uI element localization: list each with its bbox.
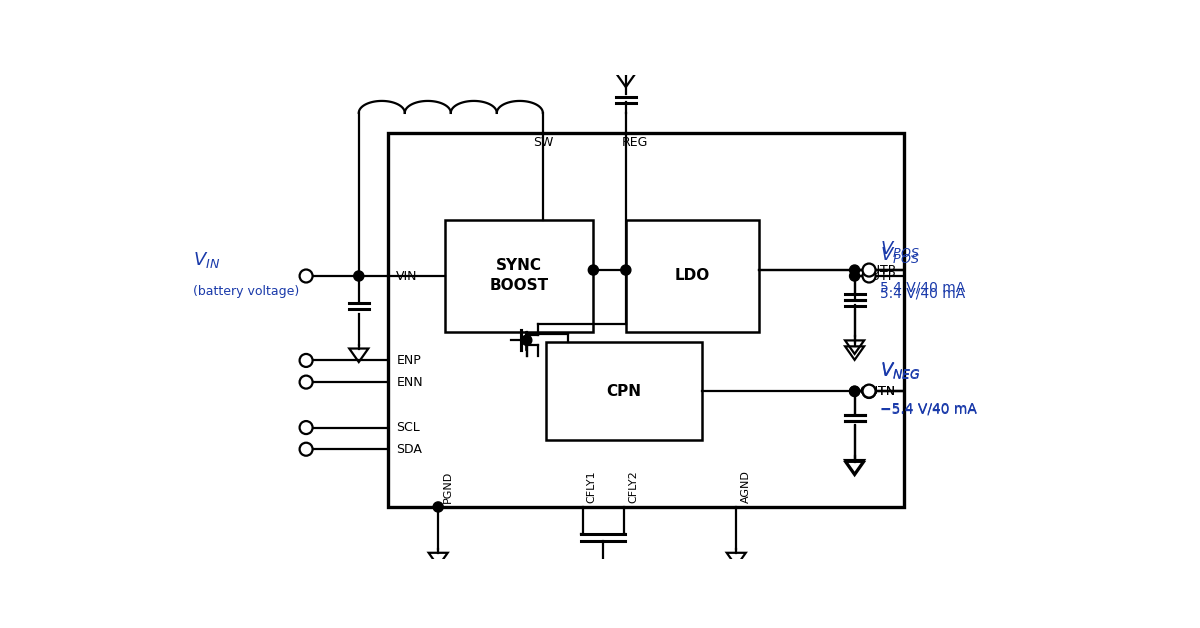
Circle shape	[863, 385, 876, 398]
Circle shape	[620, 265, 631, 275]
Circle shape	[863, 384, 876, 398]
Text: −5.4 V/40 mA: −5.4 V/40 mA	[880, 402, 977, 416]
Text: $\mathregular{V}_{NEG}$: $\mathregular{V}_{NEG}$	[880, 360, 920, 381]
Text: 5.4 V/40 mA: 5.4 V/40 mA	[880, 281, 965, 295]
Text: AGND: AGND	[740, 470, 750, 504]
Circle shape	[300, 354, 312, 367]
Text: ENP: ENP	[396, 354, 421, 367]
Text: VIN: VIN	[396, 269, 418, 283]
Text: SYNC
BOOST: SYNC BOOST	[490, 258, 548, 293]
Circle shape	[850, 265, 859, 275]
Text: (battery voltage): (battery voltage)	[193, 284, 299, 298]
Text: ENN: ENN	[396, 376, 422, 389]
Text: $\mathregular{V}_{POS}$: $\mathregular{V}_{POS}$	[880, 245, 919, 265]
Circle shape	[863, 264, 876, 276]
Bar	[546, 342, 702, 440]
Text: OUTP: OUTP	[860, 269, 895, 283]
Text: $\mathregular{V}_{IN}$: $\mathregular{V}_{IN}$	[193, 250, 220, 270]
Text: −5.4 V/40 mA: −5.4 V/40 mA	[880, 403, 977, 416]
Text: REG: REG	[622, 136, 648, 149]
Circle shape	[300, 443, 312, 456]
Text: CFLY1: CFLY1	[587, 471, 596, 504]
Bar	[626, 220, 760, 332]
Text: CFLY2: CFLY2	[628, 470, 638, 504]
Text: $\mathregular{V}_{NEG}$: $\mathregular{V}_{NEG}$	[880, 360, 920, 381]
Text: 5.4 V/40 mA: 5.4 V/40 mA	[880, 287, 965, 301]
Bar	[388, 133, 904, 507]
Circle shape	[433, 502, 443, 512]
Text: OUTN: OUTN	[859, 385, 895, 398]
Text: OUTP: OUTP	[860, 264, 895, 276]
Text: PGND: PGND	[443, 471, 452, 504]
Circle shape	[300, 376, 312, 389]
Text: SDA: SDA	[396, 443, 422, 456]
Text: OUTN: OUTN	[859, 384, 895, 398]
Text: SCL: SCL	[396, 421, 420, 434]
Circle shape	[300, 421, 312, 434]
Circle shape	[588, 265, 599, 275]
Circle shape	[354, 271, 364, 281]
Circle shape	[522, 335, 532, 345]
Text: $\mathregular{V}_{POS}$: $\mathregular{V}_{POS}$	[880, 239, 919, 259]
Circle shape	[850, 386, 859, 396]
Text: LDO: LDO	[674, 268, 710, 283]
Text: CPN: CPN	[606, 384, 642, 399]
Circle shape	[850, 271, 859, 281]
Text: SW: SW	[533, 136, 553, 149]
Circle shape	[863, 269, 876, 283]
Bar	[445, 220, 593, 332]
Circle shape	[300, 269, 312, 283]
Circle shape	[850, 386, 859, 396]
